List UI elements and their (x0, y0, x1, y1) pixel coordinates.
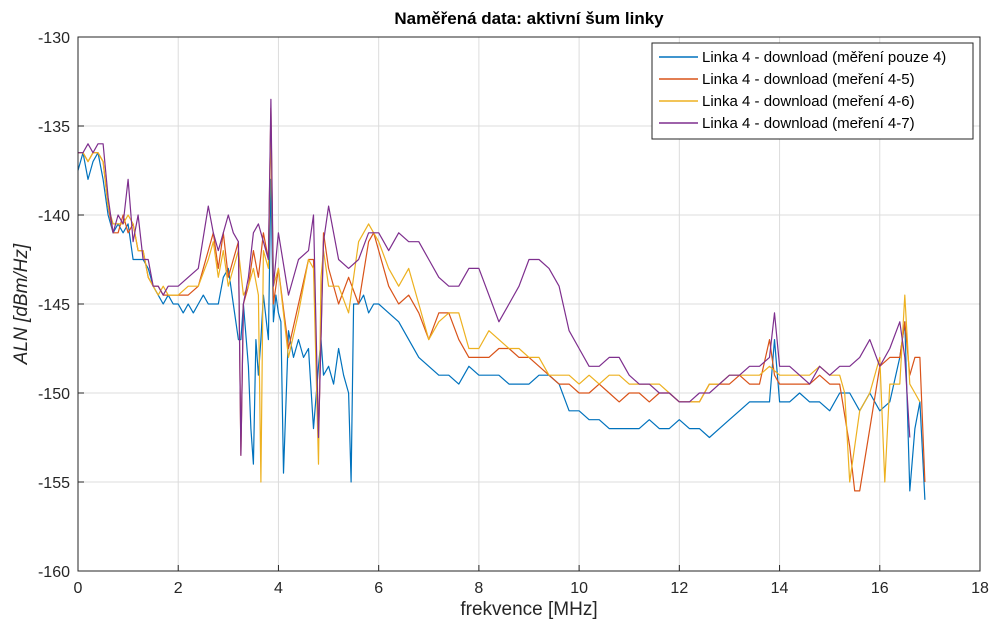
x-tick-label: 18 (971, 580, 989, 597)
axis-ticks: 0 2 4 6 8 10 12 14 16 18 -130 -135 -140 -145 -150 -155 -… (38, 30, 989, 597)
legend-label-4: Linka 4 - download (meření 4-7) (702, 115, 915, 132)
legend-label-3: Linka 4 - download (meření 4-6) (702, 93, 915, 110)
x-tick-label: 2 (174, 580, 183, 597)
y-tick-label: -135 (38, 119, 70, 136)
x-tick-label: 8 (474, 580, 483, 597)
x-tick-label: 4 (274, 580, 283, 597)
chart-title: Naměřená data: aktivní šum linky (394, 9, 664, 28)
x-tick-label: 6 (374, 580, 383, 597)
x-tick-label: 0 (74, 580, 83, 597)
y-tick-label: -145 (38, 297, 70, 314)
y-axis-label: ALN [dBm/Hz] (11, 243, 32, 365)
x-axis-label: frekvence [MHz] (460, 599, 597, 620)
y-tick-label: -160 (38, 564, 70, 581)
series-line-3 (78, 125, 921, 483)
x-tick-label: 12 (670, 580, 688, 597)
legend-label-2: Linka 4 - download (meření 4-5) (702, 71, 915, 88)
series-lines (77, 98, 926, 500)
legend-box (651, 42, 974, 140)
legend-label-1: Linka 4 - download (měření pouze 4) (702, 49, 946, 66)
x-tick-label: 16 (871, 580, 889, 597)
y-tick-label: -140 (38, 208, 70, 225)
x-tick-label: 10 (570, 580, 588, 597)
y-tick-label: -155 (38, 475, 70, 492)
y-tick-label: -150 (38, 386, 70, 403)
x-tick-label: 14 (771, 580, 789, 597)
y-tick-label: -130 (38, 30, 70, 47)
series-line-4 (78, 98, 911, 456)
legend: Linka 4 - download (měření pouze 4) Linka… (651, 42, 974, 140)
series-line-1 (77, 152, 926, 500)
